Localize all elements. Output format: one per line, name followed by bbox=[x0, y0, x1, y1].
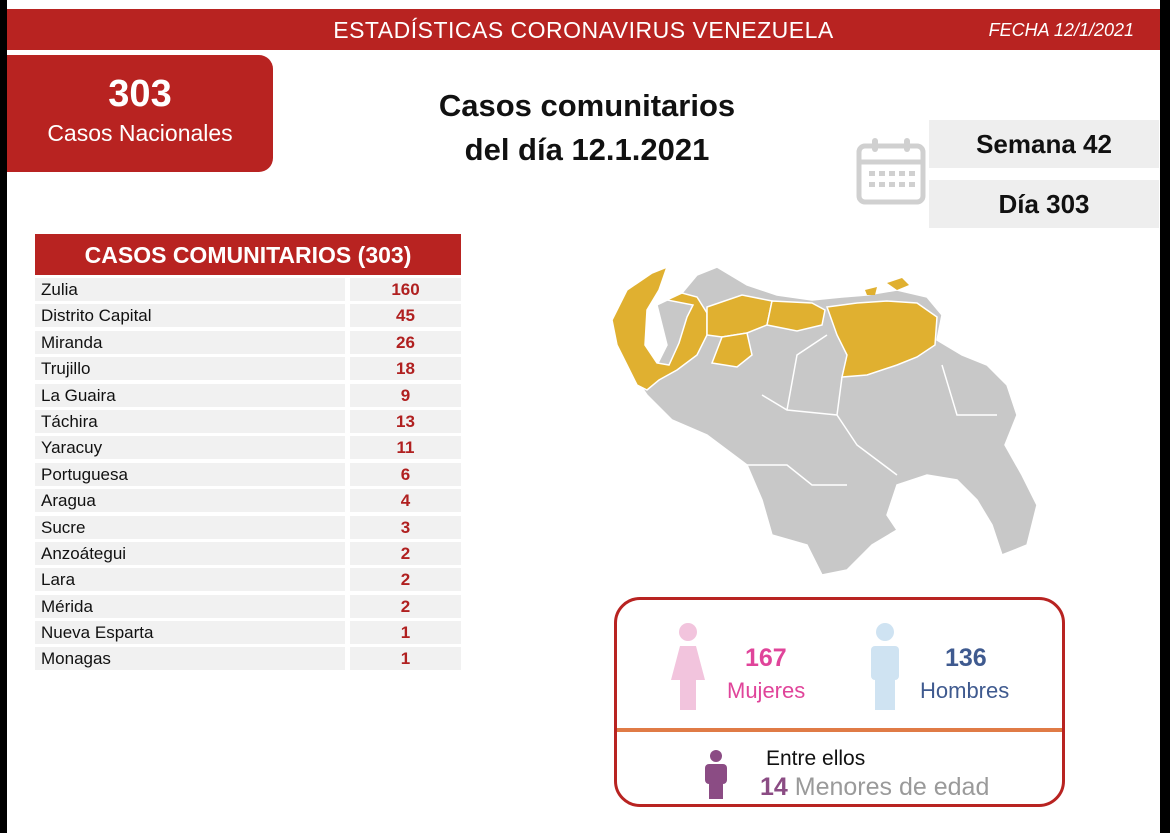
table-row: La Guaira 9 bbox=[35, 381, 461, 407]
table-row: Táchira 13 bbox=[35, 407, 461, 433]
divider-line bbox=[617, 728, 1062, 732]
table-row: Yaracuy 11 bbox=[35, 433, 461, 460]
state-cases: 2 bbox=[350, 594, 461, 618]
national-cases-box: 303 Casos Nacionales bbox=[7, 55, 273, 172]
table-row: Lara 2 bbox=[35, 565, 461, 592]
community-cases-table: CASOS COMUNITARIOS (303) Zulia 160 Distrit… bbox=[35, 234, 461, 671]
venezuela-map bbox=[611, 265, 1038, 576]
report-date: FECHA 12/1/2021 bbox=[988, 20, 1134, 40]
state-cases: 9 bbox=[350, 383, 461, 407]
women-label: Mujeres bbox=[727, 678, 806, 703]
state-name: Distrito Capital bbox=[35, 304, 345, 328]
state-cases: 4 bbox=[350, 489, 461, 513]
state-name: Anzoátegui bbox=[35, 541, 345, 565]
state-cases: 26 bbox=[350, 330, 461, 354]
minors-count: 14 bbox=[760, 773, 788, 801]
headline-line1: Casos comunitarios bbox=[438, 88, 736, 123]
state-name: Mérida bbox=[35, 594, 345, 618]
table-row: Zulia 160 bbox=[35, 275, 461, 301]
table-row: Portuguesa 6 bbox=[35, 460, 461, 486]
week-box: Semana 42 bbox=[929, 120, 1159, 168]
page-title: ESTADÍSTICAS CORONAVIRUS VENEZUELA bbox=[333, 17, 834, 43]
table-row: Anzoátegui 2 bbox=[35, 539, 461, 565]
male-icon bbox=[871, 623, 899, 710]
table-row: Trujillo 18 bbox=[35, 354, 461, 381]
headline: Casos comunitarios del día 12.1.2021 bbox=[387, 84, 787, 172]
state-cases: 1 bbox=[350, 647, 461, 671]
state-name: Sucre bbox=[35, 515, 345, 539]
table-row: Nueva Esparta 1 bbox=[35, 618, 461, 645]
men-count: 136 bbox=[945, 644, 987, 672]
state-cases: 3 bbox=[350, 515, 461, 539]
men-label: Hombres bbox=[920, 678, 1010, 703]
demographics-box: 167 Mujeres 136 Hombres Entre ellos 14 M… bbox=[614, 597, 1065, 807]
state-cases: 13 bbox=[350, 409, 461, 433]
women-count: 167 bbox=[745, 644, 787, 672]
state-name: Trujillo bbox=[35, 357, 345, 381]
calendar-icon bbox=[856, 138, 926, 205]
state-cases: 6 bbox=[350, 462, 461, 486]
state-name: Portuguesa bbox=[35, 462, 345, 486]
minors-intro: Entre ellos bbox=[766, 747, 866, 770]
header-bar: ESTADÍSTICAS CORONAVIRUS VENEZUELA FECHA… bbox=[7, 9, 1160, 50]
state-name: Nueva Esparta bbox=[35, 621, 345, 645]
table-row: Miranda 26 bbox=[35, 328, 461, 354]
national-cases-count: 303 bbox=[108, 73, 172, 115]
state-name: La Guaira bbox=[35, 383, 345, 407]
state-cases: 1 bbox=[350, 621, 461, 645]
table-row: Aragua 4 bbox=[35, 486, 461, 513]
minors-label: Menores de edad bbox=[794, 773, 990, 801]
female-icon bbox=[671, 623, 705, 710]
state-cases: 18 bbox=[350, 357, 461, 381]
state-cases: 45 bbox=[350, 304, 461, 328]
day-box: Día 303 bbox=[929, 180, 1159, 228]
state-name: Yaracuy bbox=[35, 436, 345, 460]
state-name: Monagas bbox=[35, 647, 345, 671]
state-name: Aragua bbox=[35, 489, 345, 513]
state-cases: 2 bbox=[350, 541, 461, 565]
national-cases-label: Casos Nacionales bbox=[47, 120, 233, 146]
headline-line2: del día 12.1.2021 bbox=[464, 132, 710, 167]
table-row: Monagas 1 bbox=[35, 644, 461, 671]
state-name: Lara bbox=[35, 568, 345, 592]
table-row: Mérida 2 bbox=[35, 592, 461, 618]
minors-text: 14 Menores de edad bbox=[760, 773, 989, 802]
state-name: Zulia bbox=[35, 278, 345, 301]
state-cases: 2 bbox=[350, 568, 461, 592]
state-cases: 160 bbox=[350, 278, 461, 301]
state-cases: 11 bbox=[350, 436, 461, 460]
child-icon bbox=[705, 750, 727, 799]
table-row: Sucre 3 bbox=[35, 513, 461, 539]
table-row: Distrito Capital 45 bbox=[35, 301, 461, 328]
infographic-page: ESTADÍSTICAS CORONAVIRUS VENEZUELA FECHA… bbox=[7, 0, 1160, 833]
state-name: Miranda bbox=[35, 330, 345, 354]
state-name: Táchira bbox=[35, 409, 345, 433]
table-header: CASOS COMUNITARIOS (303) bbox=[35, 234, 461, 275]
